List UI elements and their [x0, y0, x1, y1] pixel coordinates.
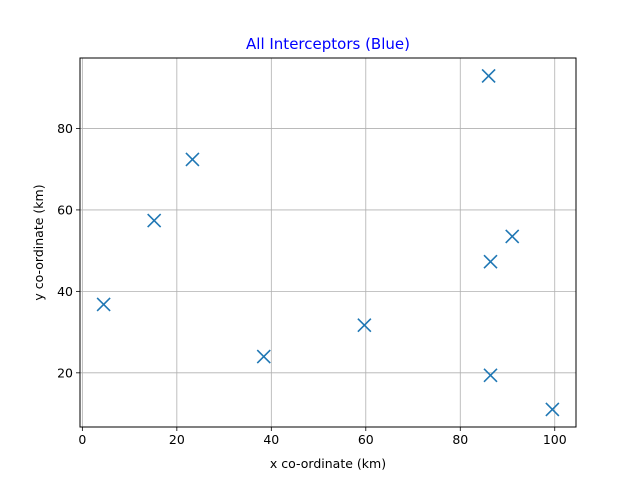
data-point-marker [505, 229, 520, 244]
x-tick-label: 0 [78, 432, 86, 447]
y-tick-label: 20 [57, 365, 73, 380]
data-point-marker [185, 152, 200, 167]
y-tick-label: 60 [57, 202, 73, 217]
y-axis-label: y co-ordinate (km) [31, 184, 46, 300]
plot-frame [79, 57, 577, 428]
data-point-marker [256, 349, 271, 364]
data-point-marker [96, 297, 111, 312]
data-point-marker [483, 254, 498, 269]
chart-title: All Interceptors (Blue) [246, 35, 410, 53]
y-tick-label: 80 [57, 121, 73, 136]
data-point-marker [357, 318, 372, 333]
x-tick-label: 100 [543, 432, 567, 447]
grid [80, 58, 576, 427]
y-tick-label: 40 [57, 284, 73, 299]
data-point-marker [483, 368, 498, 383]
x-axis-label: x co-ordinate (km) [270, 456, 386, 471]
x-tick-label: 20 [169, 432, 185, 447]
axis-ticks: 0 20 40 60 80 100 20 40 60 80 [57, 121, 567, 447]
data-point-marker [147, 213, 162, 228]
x-tick-label: 40 [263, 432, 279, 447]
data-point-marker [481, 68, 496, 83]
x-tick-label: 80 [452, 432, 468, 447]
data-point-marker [545, 402, 560, 417]
x-tick-label: 60 [358, 432, 374, 447]
data-points [96, 68, 560, 417]
